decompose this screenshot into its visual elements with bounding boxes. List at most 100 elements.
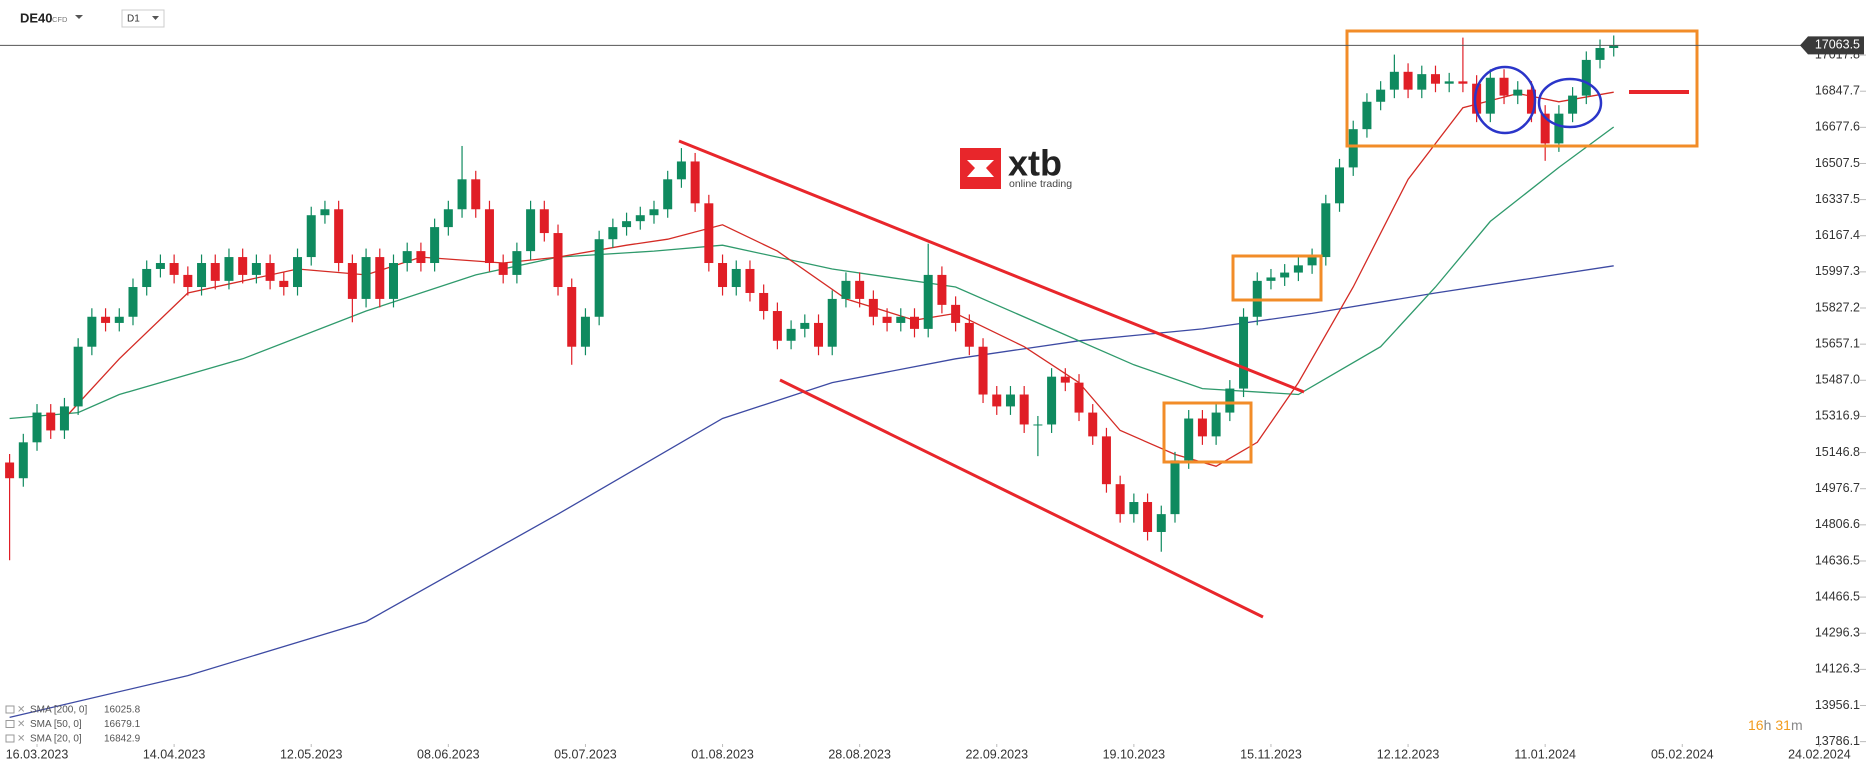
annotations bbox=[678, 29, 1699, 619]
candle-body bbox=[87, 316, 97, 347]
candle-body bbox=[114, 316, 124, 323]
candle-body bbox=[649, 209, 659, 216]
legend-value: 16842.9 bbox=[104, 734, 141, 745]
candle-body bbox=[142, 268, 152, 288]
candle-body bbox=[1458, 81, 1468, 84]
y-tick-label: 14636.5 bbox=[1815, 553, 1860, 567]
y-tick-label: 14466.5 bbox=[1815, 589, 1860, 603]
y-tick-label: 16677.6 bbox=[1815, 120, 1860, 134]
interval-select[interactable] bbox=[121, 9, 165, 28]
legend-close: ✕ bbox=[17, 734, 25, 745]
x-tick-label: 12.05.2023 bbox=[280, 747, 343, 761]
candle-body bbox=[855, 280, 865, 299]
candle-body bbox=[1088, 412, 1098, 437]
candle-body bbox=[416, 251, 426, 264]
candle-body bbox=[526, 209, 536, 252]
candle-body bbox=[1033, 424, 1043, 426]
logo-icon-mark bbox=[967, 160, 994, 177]
candle-body bbox=[375, 257, 385, 299]
y-tick-label: 16167.4 bbox=[1815, 228, 1860, 242]
y-tick-label: 13786.1 bbox=[1815, 734, 1860, 748]
legend-name: SMA [50, 0] bbox=[30, 719, 82, 730]
trend-line bbox=[779, 378, 1264, 619]
interval: D1 bbox=[127, 14, 140, 25]
candle-body bbox=[197, 263, 207, 288]
x-tick-label: 28.08.2023 bbox=[828, 747, 891, 761]
y-tick-label: 14806.6 bbox=[1815, 517, 1860, 531]
candle-body bbox=[73, 346, 83, 407]
candle-body bbox=[964, 322, 974, 347]
candle-body bbox=[882, 316, 892, 323]
candle-body bbox=[951, 304, 961, 323]
candle-body bbox=[745, 268, 755, 293]
legend-icon bbox=[5, 720, 15, 728]
candle-body bbox=[1348, 129, 1358, 168]
legend-value: 16025.8 bbox=[104, 705, 141, 716]
candle-body bbox=[210, 263, 220, 281]
candle-body bbox=[800, 322, 810, 329]
legend-icon bbox=[5, 705, 15, 714]
candle-body bbox=[553, 233, 563, 288]
candle-body bbox=[251, 263, 261, 275]
candle-body bbox=[1485, 77, 1495, 114]
candle-body bbox=[1595, 48, 1605, 60]
candle-body bbox=[896, 316, 906, 323]
candle-body bbox=[567, 287, 577, 347]
candle-body bbox=[1101, 436, 1111, 485]
candle-body bbox=[992, 394, 1002, 407]
candle-body bbox=[923, 274, 933, 329]
y-tick-label: 15146.8 bbox=[1815, 445, 1860, 459]
x-tick-label: 05.02.2024 bbox=[1651, 747, 1714, 761]
candle-body bbox=[718, 263, 728, 288]
candle-body bbox=[909, 316, 919, 329]
candle-body bbox=[1307, 257, 1317, 266]
candle-body bbox=[704, 203, 714, 264]
symbol[interactable]: DE40 bbox=[20, 10, 53, 25]
candle-body bbox=[759, 292, 769, 312]
y-tick-label: 16337.5 bbox=[1815, 192, 1860, 206]
trend-line bbox=[678, 139, 1305, 394]
candle-body bbox=[1389, 71, 1399, 90]
x-tick-label: 05.07.2023 bbox=[554, 747, 617, 761]
dropdown-arrow[interactable] bbox=[152, 16, 159, 20]
candle-body bbox=[1170, 460, 1180, 515]
highlight-box bbox=[1231, 254, 1323, 302]
candle-body bbox=[1403, 71, 1413, 90]
last-price-label: 17063.5 bbox=[1815, 38, 1860, 52]
candle-body bbox=[1129, 502, 1139, 515]
logo-tagline: online trading bbox=[1009, 178, 1072, 190]
candle-body bbox=[868, 298, 878, 317]
candle-body bbox=[1266, 277, 1276, 281]
sma-line bbox=[9, 265, 1614, 719]
candle-body bbox=[512, 251, 522, 275]
candle-body bbox=[1143, 502, 1153, 532]
timer: 16h 31m bbox=[1748, 717, 1803, 733]
candle-body bbox=[1609, 45, 1619, 49]
candle-body bbox=[580, 316, 590, 347]
candle-body bbox=[457, 179, 467, 210]
candle-body bbox=[1280, 272, 1290, 278]
candle-body bbox=[1047, 376, 1057, 425]
x-tick-label: 22.09.2023 bbox=[965, 747, 1028, 761]
legend-name: SMA [20, 0] bbox=[30, 734, 82, 745]
last-price-box bbox=[1800, 36, 1864, 55]
logo: xtb online trading bbox=[960, 143, 1072, 190]
legend-close: ✕ bbox=[17, 705, 25, 716]
highlight-box bbox=[1162, 401, 1253, 464]
timer-minutes: 31 bbox=[1775, 717, 1791, 733]
countdown: 16h 31m bbox=[1748, 717, 1803, 733]
dropdown-arrow[interactable] bbox=[75, 15, 83, 19]
candle-body bbox=[772, 311, 782, 341]
y-tick-label: 15827.2 bbox=[1815, 300, 1860, 314]
candle-body bbox=[1526, 89, 1536, 114]
candle-body bbox=[786, 328, 796, 341]
toolbar: DE40 CFD D1 bbox=[20, 9, 165, 28]
timer-unit: h bbox=[1764, 717, 1772, 733]
legend-value: 16679.1 bbox=[104, 719, 141, 730]
y-tick-label: 14976.7 bbox=[1815, 481, 1860, 495]
candle-body bbox=[484, 209, 494, 264]
candle-body bbox=[430, 227, 440, 264]
candle-body bbox=[635, 215, 645, 222]
plot bbox=[5, 35, 1619, 719]
